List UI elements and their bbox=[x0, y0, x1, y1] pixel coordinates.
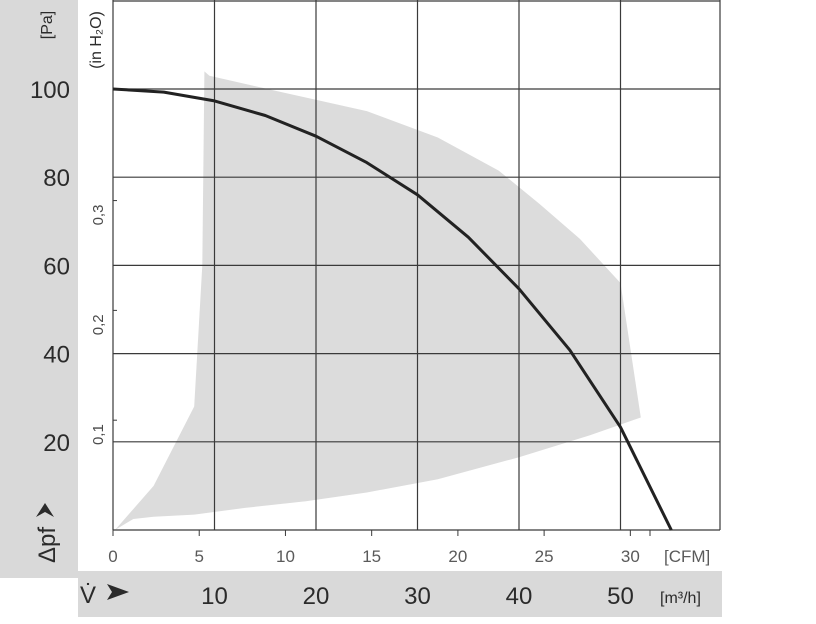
x-tick-label-cfm: 15 bbox=[362, 547, 381, 566]
plot-area: 20 40 60 80 100 0,1 0,2 0,3 (in H₂O) [Pa] Δpf 0 5 10 1… bbox=[30, 0, 721, 610]
y-unit-inh2o: (in H₂O) bbox=[88, 11, 105, 69]
x-tick-label-cfm: 5 bbox=[194, 547, 203, 566]
x-unit-cfm: [CFM] bbox=[664, 547, 710, 566]
x-tick-label-m3h: 40 bbox=[506, 583, 533, 610]
x-unit-m3h: [m³/h] bbox=[660, 590, 701, 607]
x-tick-label-cfm: 30 bbox=[621, 547, 640, 566]
x-tick-label-m3h: 20 bbox=[303, 583, 330, 610]
operating-region bbox=[115, 71, 641, 531]
bottom-axis-band bbox=[78, 571, 722, 617]
y-tick-label-pa: 20 bbox=[43, 430, 70, 457]
fan-curve-line bbox=[112, 87, 673, 531]
x-tick-label-cfm: 20 bbox=[448, 547, 467, 566]
x-tick-label-m3h: 30 bbox=[404, 583, 431, 610]
y-unit-pa: [Pa] bbox=[39, 11, 56, 39]
x-tick-label-cfm: 0 bbox=[108, 547, 117, 566]
y-tick-label-pa: 100 bbox=[30, 77, 70, 104]
x-tick-label-cfm: 25 bbox=[535, 547, 554, 566]
y-tick-label-inh2o: 0,3 bbox=[90, 205, 107, 226]
y-axis-arrow-icon bbox=[36, 503, 54, 517]
y-tick-label-inh2o: 0,1 bbox=[90, 424, 107, 445]
x-tick-label-m3h: 50 bbox=[607, 583, 634, 610]
x-tick-label-cfm: 10 bbox=[276, 547, 295, 566]
y-tick-label-pa: 40 bbox=[43, 342, 70, 369]
y-tick-label-inh2o: 0,2 bbox=[90, 314, 107, 335]
left-axis-band bbox=[0, 0, 78, 578]
y-tick-label-pa: 60 bbox=[43, 253, 70, 280]
x-axis-symbol: V̇ bbox=[80, 581, 96, 609]
x-axis-arrow-icon bbox=[107, 584, 129, 600]
y-axis-symbol: Δpf bbox=[34, 527, 61, 563]
y-tick-label-pa: 80 bbox=[43, 165, 70, 192]
x-tick-label-m3h: 10 bbox=[201, 583, 228, 610]
